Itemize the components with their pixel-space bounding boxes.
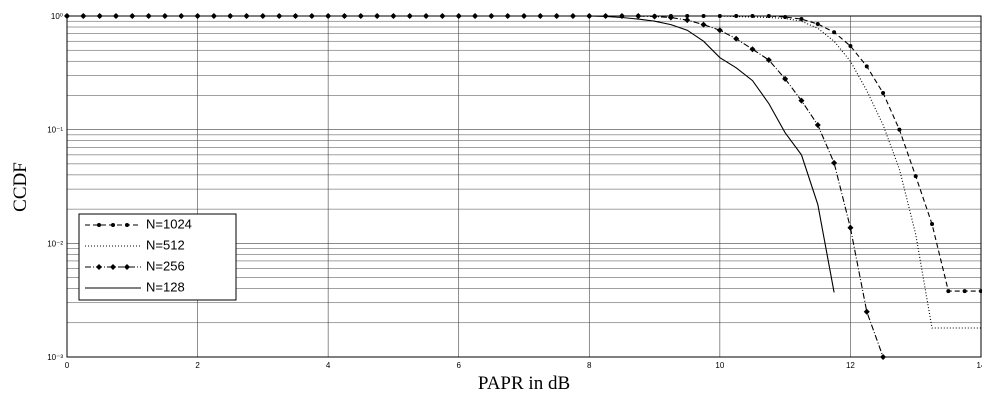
- marker: [799, 17, 804, 22]
- marker: [111, 223, 115, 227]
- y-axis-label: CCDF: [10, 162, 31, 212]
- legend-label: N=128: [146, 279, 185, 294]
- legend-box: [78, 213, 237, 301]
- marker: [684, 17, 691, 24]
- marker: [946, 289, 951, 294]
- y-tick-label: 10⁰: [51, 12, 63, 21]
- marker: [125, 223, 129, 227]
- marker: [635, 13, 642, 19]
- marker: [651, 13, 658, 20]
- marker: [897, 127, 902, 132]
- x-tick-label: 0: [65, 361, 70, 370]
- marker: [847, 224, 854, 231]
- x-tick-label: 6: [456, 361, 461, 370]
- marker: [814, 121, 821, 128]
- series-line: [67, 15, 835, 293]
- marker: [97, 223, 101, 227]
- marker: [685, 14, 690, 18]
- legend-label: N=256: [146, 258, 185, 273]
- x-tick-label: 4: [326, 361, 331, 370]
- marker: [749, 46, 756, 53]
- marker: [880, 354, 887, 360]
- marker: [881, 91, 886, 96]
- marker: [979, 289, 982, 294]
- marker: [930, 221, 935, 226]
- marker: [700, 21, 707, 28]
- x-axis-label: PAPR in dB: [478, 373, 570, 394]
- marker: [667, 14, 674, 21]
- marker: [848, 43, 853, 48]
- x-tick-label: 10: [715, 361, 724, 370]
- marker: [96, 264, 102, 270]
- marker: [110, 264, 116, 270]
- plot-area: [67, 16, 981, 357]
- marker: [832, 30, 837, 35]
- legend-label: N=1024: [146, 216, 192, 231]
- y-tick-label: 10⁻²: [47, 239, 63, 248]
- marker: [765, 57, 772, 64]
- marker: [798, 97, 805, 104]
- marker: [864, 64, 869, 69]
- x-tick-label: 8: [587, 361, 592, 370]
- marker: [913, 174, 918, 179]
- marker: [717, 14, 722, 18]
- y-tick-label: 10⁻³: [47, 353, 63, 362]
- marker: [733, 35, 740, 42]
- x-tick-label: 2: [195, 361, 200, 370]
- marker: [815, 22, 820, 27]
- marker: [716, 27, 723, 34]
- marker: [783, 14, 788, 19]
- x-tick-label: 12: [846, 361, 855, 370]
- marker: [766, 14, 771, 18]
- legend-label: N=512: [146, 237, 185, 252]
- marker: [831, 159, 838, 166]
- marker: [962, 289, 967, 294]
- marker: [782, 75, 789, 82]
- y-tick-label: 10⁻¹: [47, 126, 63, 135]
- x-tick-label: 14: [977, 361, 982, 370]
- marker: [863, 308, 870, 315]
- marker: [124, 264, 130, 270]
